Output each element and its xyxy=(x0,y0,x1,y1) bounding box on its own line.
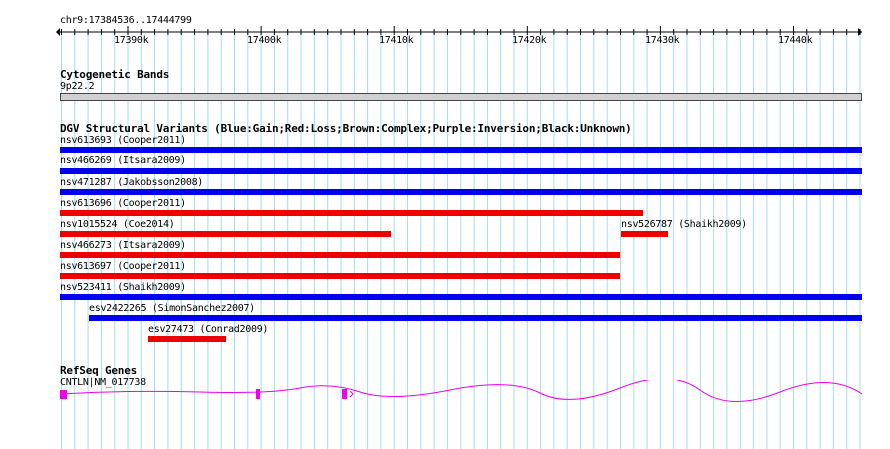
variant-bar-loss[interactable] xyxy=(621,231,668,237)
variant-bar-gain[interactable] xyxy=(60,147,862,153)
variant-label: esv27473 (Conrad2009) xyxy=(148,324,269,335)
ruler-tick-label: 17440k xyxy=(778,35,813,46)
strand-arrow-icon xyxy=(349,390,354,398)
variant-bar-loss[interactable] xyxy=(60,273,620,279)
gene-label: CNTLN|NM_017738 xyxy=(60,377,146,388)
variant-label: nsv613696 (Cooper2011) xyxy=(60,198,186,209)
variant-label: nsv471287 (Jakobsson2008) xyxy=(60,177,204,188)
variant-label: nsv526787 (Shaikh2009) xyxy=(621,219,747,230)
variant-bar-gain[interactable] xyxy=(60,189,862,195)
variant-label: nsv466273 (Itsara2009) xyxy=(60,240,186,251)
ruler-tick-label: 17390k xyxy=(114,35,149,46)
dgv-track-title[interactable]: DGV Structural Variants (Blue:Gain;Red:L… xyxy=(60,122,632,135)
position-ruler xyxy=(56,26,862,36)
ruler-position-label: chr9:17384536..17444799 xyxy=(60,15,192,26)
ruler-left-arrow xyxy=(56,28,60,36)
gene-exon xyxy=(342,389,347,399)
refseq-track-title[interactable]: RefSeq Genes xyxy=(60,364,138,377)
ruler-tick-label: 17420k xyxy=(512,35,547,46)
variant-bar-gain[interactable] xyxy=(60,168,862,174)
gene-intron-line xyxy=(59,380,863,402)
ruler-tick-label: 17430k xyxy=(645,35,680,46)
variant-label: nsv466269 (Itsara2009) xyxy=(60,155,186,166)
variant-bar-gain[interactable] xyxy=(60,294,862,300)
variant-bar-loss[interactable] xyxy=(60,231,391,237)
gene-exon xyxy=(60,390,67,399)
cytoband-track-title[interactable]: Cytogenetic Bands xyxy=(60,68,170,81)
gene-model-cntln[interactable] xyxy=(0,380,890,410)
variant-label: esv2422265 (SimonSanchez2007) xyxy=(89,303,255,314)
variant-bar-loss[interactable] xyxy=(60,210,643,216)
variant-bar-loss[interactable] xyxy=(148,336,226,342)
ruler-tick-label: 17400k xyxy=(247,35,282,46)
cytoband-label: 9p22.2 xyxy=(60,81,95,92)
ruler-tick-label: 17410k xyxy=(379,35,414,46)
variant-bar-gain[interactable] xyxy=(89,315,862,321)
cytoband-bar[interactable] xyxy=(60,93,862,101)
gene-exon xyxy=(256,389,260,399)
variant-label: nsv1015524 (Coe2014) xyxy=(60,219,175,230)
variant-label: nsv613697 (Cooper2011) xyxy=(60,261,186,272)
variant-label: nsv523411 (Shaikh2009) xyxy=(60,282,186,293)
variant-label: nsv613693 (Cooper2011) xyxy=(60,135,186,146)
variant-bar-loss[interactable] xyxy=(60,252,620,258)
